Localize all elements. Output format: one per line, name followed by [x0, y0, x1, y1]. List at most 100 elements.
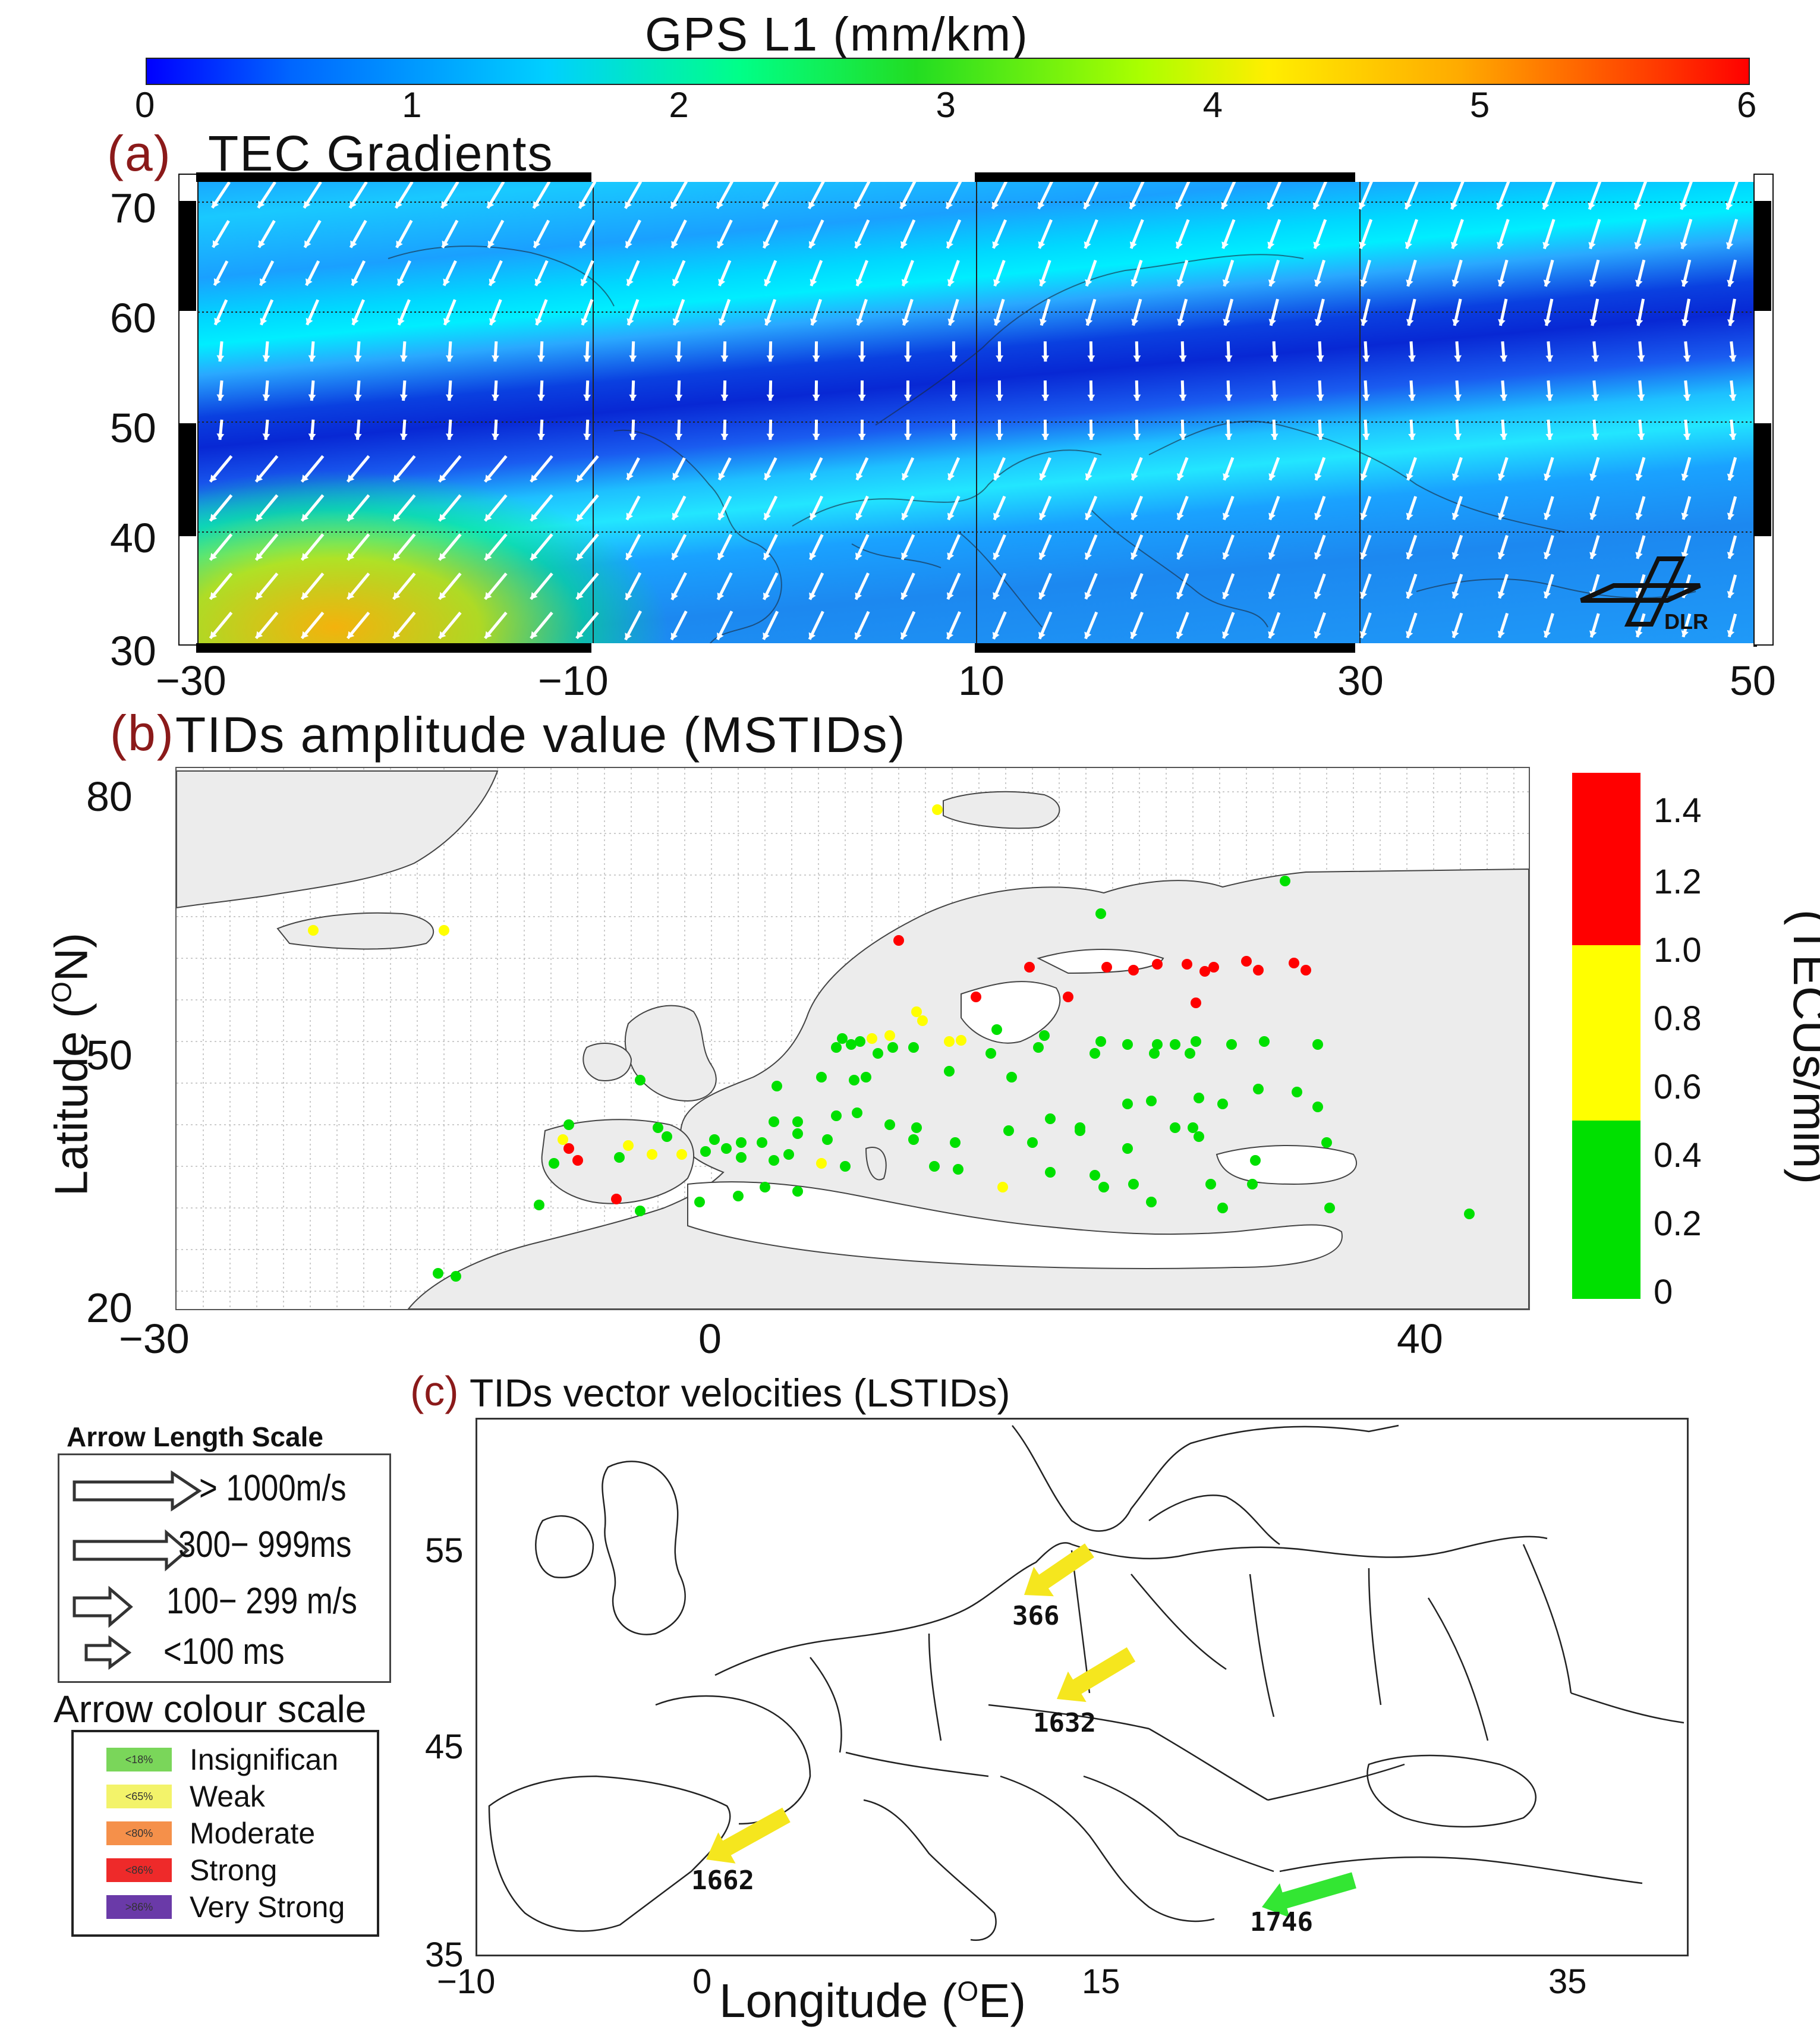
arrow-length-glyphs — [73, 1470, 202, 1670]
gnss-station — [1122, 1099, 1133, 1109]
gradient-arrow-head — [399, 433, 408, 440]
gradient-arrow-head — [763, 552, 771, 560]
gradient-arrow-head — [534, 278, 542, 286]
frame-left-block-1 — [178, 201, 196, 311]
gradient-arrow-head — [1221, 241, 1229, 249]
gradient-arrow-head — [306, 317, 313, 325]
gnss-station — [635, 1075, 645, 1085]
gradient-arrow-head — [1542, 241, 1550, 249]
gradient-arrow-head — [393, 553, 401, 560]
gnss-station — [572, 1155, 583, 1166]
gradient-arrow-head — [1133, 355, 1141, 362]
gradient-arrow-head — [1588, 202, 1595, 210]
gradient-arrow-head — [991, 202, 999, 209]
gradient-arrow-head — [1450, 202, 1458, 210]
gradient-arrow-head — [306, 278, 313, 286]
gradient-arrow-head — [716, 201, 724, 209]
gradient-arrow-head — [442, 240, 449, 248]
gradient-arrow-head — [1131, 512, 1138, 520]
gradient-arrow-head — [946, 632, 954, 640]
country-outline — [1368, 1568, 1382, 1706]
gps-colorbar — [146, 58, 1750, 85]
gradient-arrow-head — [626, 318, 634, 325]
panel-a-ytick: 50 — [110, 405, 156, 451]
gnss-station — [997, 1182, 1008, 1192]
gradient-arrow-head — [1038, 631, 1046, 639]
gradient-arrow-head — [301, 514, 309, 521]
colorbar-title: GPS L1 (mm/km) — [645, 8, 1029, 61]
lstid-map-canvas: 366 1632 1662 1746 — [488, 1424, 1684, 1942]
gradient-arrow-head — [1497, 552, 1506, 559]
gnss-station — [991, 1024, 1002, 1035]
gradient-arrow-head — [487, 240, 495, 248]
country-outline — [655, 1695, 811, 1825]
gradient-arrow-head — [1727, 552, 1735, 559]
gradient-arrow-head — [1589, 279, 1597, 287]
gradient-arrow-head — [1177, 473, 1185, 480]
panel-a-xtick: 50 — [1730, 657, 1776, 704]
arrow-colour-title: Arrow colour scale — [53, 1688, 367, 1730]
gnss-station — [1122, 1039, 1133, 1050]
gradient-arrow-head — [443, 278, 451, 286]
gradient-arrow-head — [763, 632, 770, 640]
gradient-arrow-head — [1406, 512, 1413, 520]
panel-b-ylabel: Latitude (ON) — [45, 886, 99, 1243]
gradient-arrow-head — [1037, 202, 1045, 209]
panel-a-tag: (a) — [107, 125, 172, 181]
colorbar-tick: 6 — [1737, 85, 1757, 125]
gradient-arrow-head — [1589, 552, 1597, 559]
gradient-arrow-head — [583, 394, 591, 401]
gradient-arrow-head — [256, 474, 263, 482]
gradient-arrow-head — [1543, 630, 1551, 638]
gradient-arrow-head — [577, 514, 584, 521]
gradient-arrow-head — [1405, 241, 1412, 249]
panel-c-xtick: 0 — [692, 1962, 712, 2001]
gradient-arrow-head — [1084, 631, 1092, 639]
gnss-station — [1292, 1087, 1302, 1097]
gradient-arrow-head — [1681, 319, 1689, 326]
gnss-station — [1185, 1048, 1195, 1059]
panel-c-xlabel-main: Longitude ( — [719, 1974, 958, 2027]
gradient-arrow-head — [1268, 512, 1276, 520]
gradient-arrow-head — [531, 514, 538, 521]
gradient-arrow-head — [903, 355, 912, 362]
panel-c-xtick: 15 — [1082, 1962, 1120, 2001]
gradient-arrow-head — [1362, 355, 1370, 362]
gradient-arrow-head — [1545, 355, 1554, 362]
gnss-station — [840, 1161, 851, 1172]
gradient-arrow-head — [1176, 512, 1184, 520]
landmass — [624, 1005, 717, 1102]
gradient-arrow-head — [301, 591, 309, 599]
gradient-arrow-head — [1038, 592, 1046, 599]
gradient-arrow-head — [1224, 394, 1233, 401]
gnss-station — [1098, 1182, 1109, 1192]
gradient-arrow-head — [903, 394, 912, 401]
panel-c-title: TIDs vector velocities (LSTIDs) — [470, 1371, 1010, 1415]
coastline — [388, 246, 615, 307]
amp-colorbar-tick: 0.6 — [1654, 1068, 1702, 1106]
gradient-arrow-head — [672, 552, 679, 560]
gradient-arrow-head — [1727, 279, 1734, 287]
gradient-arrow-head — [1314, 591, 1321, 599]
frame-right-block-1 — [1753, 201, 1771, 311]
gradient-arrow-head — [1451, 279, 1459, 287]
gradient-arrow-head — [1268, 279, 1276, 287]
gradient-arrow-head — [1545, 433, 1554, 440]
panel-c-ytick: 35 — [425, 1936, 464, 1974]
gradient-arrow-head — [1039, 279, 1047, 287]
gradient-arrow-head — [903, 433, 912, 440]
gradient-arrow-head — [1728, 433, 1737, 440]
gradient-arrow-head — [445, 394, 454, 401]
landmass — [865, 1147, 887, 1181]
gradient-arrow-head — [485, 514, 492, 521]
sea — [1216, 1145, 1358, 1185]
gnss-station — [694, 1197, 705, 1207]
gradient-arrow-head — [1635, 279, 1643, 287]
gradient-arrow-head — [672, 278, 679, 286]
gradient-arrow-head — [1267, 241, 1275, 249]
gradient-arrow-head — [1727, 630, 1735, 637]
gnss-station — [1006, 1072, 1017, 1083]
arrow-length-item: 100− 299 m/s — [166, 1581, 357, 1622]
gradient-arrow-head — [718, 473, 726, 480]
gnss-station — [792, 1186, 803, 1197]
